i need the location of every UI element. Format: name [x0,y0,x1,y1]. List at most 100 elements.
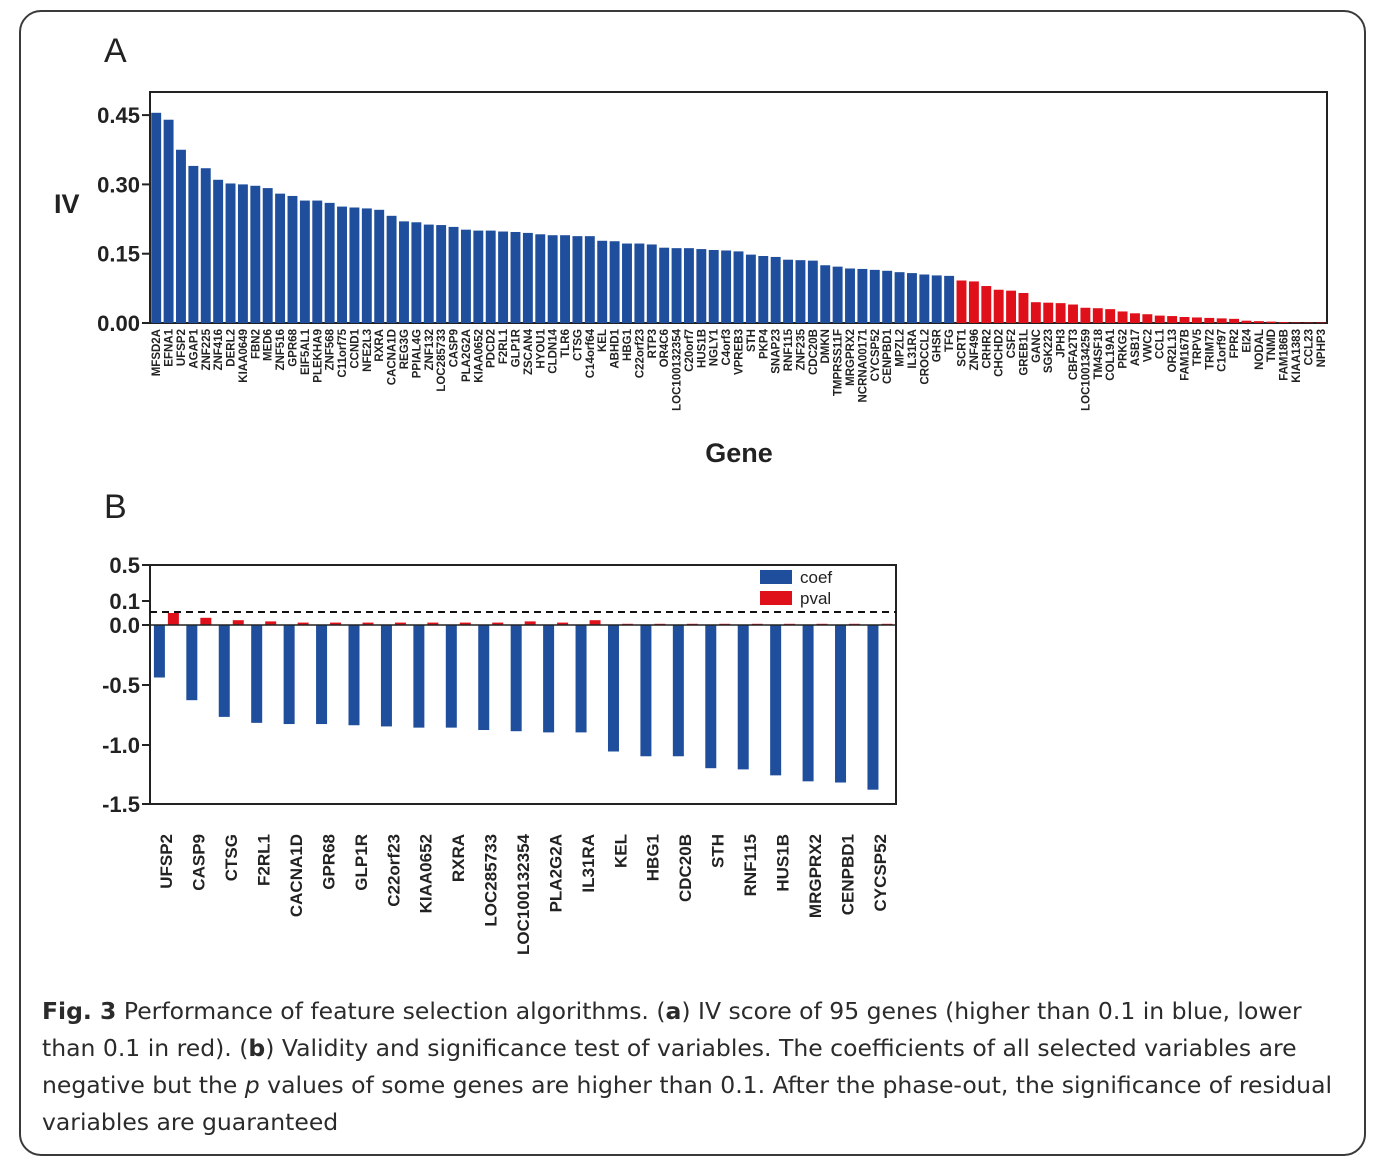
chart-a-bar [1315,322,1326,324]
chart-a-bar [832,266,843,323]
chart-a-bar [708,250,719,323]
chart-a-gene-label: NPHP3 [1316,329,1328,367]
chart-a-gene-label: OR4C6 [659,329,671,367]
chart-a-bar [287,195,298,323]
chart-a-gene-label: FBN2 [250,329,262,359]
chart-a: IV Gene 0.00 0.15 0.30 0.45 MFSD2A EFNA1 UFSP… [54,91,1328,468]
chart-a-bar [1266,321,1277,323]
chart-a-bar [1303,322,1314,324]
chart-a-gene-label: PRKG2 [1118,329,1130,369]
chart-a-bar [250,185,261,323]
chart-a-bar [696,249,707,323]
chart-a-bar [1030,302,1041,323]
chart-a-gene-label: GREB1L [1018,329,1030,376]
chart-a-bar [1142,314,1153,323]
chart-a-gene-label: REG3G [399,329,411,369]
chart-b-coef-bar [348,625,360,726]
chart-a-gene-label: KEL [597,329,609,352]
chart-a-gene-label: LOC100134259 [1080,329,1092,411]
chart-a-bar [200,168,211,323]
chart-b-ytick-label: -0.5 [102,673,140,698]
chart-b-coef-bar [867,625,879,790]
chart-a-xlabel: Gene [705,438,773,468]
chart-a-bar [1191,317,1202,323]
chart-a-bar [411,222,422,323]
chart-a-gene-label: ZNF496 [969,329,981,371]
chart-b-ytick-label: 0.0 [109,613,140,638]
chart-a-bar [1204,317,1215,323]
chart-a-gene-label: GHSR [932,328,944,362]
chart-a-gene-label: ZNF132 [424,329,436,371]
chart-a-gene-label: AGAP1 [188,328,200,368]
chart-b-coef-bar [283,625,295,725]
chart-a-gene-label: ZNF416 [213,329,225,371]
chart-a-gene-label: SCRT1 [957,328,969,366]
chart-a-gene-label: FPR2 [1229,329,1241,358]
chart-b-pval-bar [459,622,471,625]
chart-a-bar [213,179,224,323]
chart-a-gene-label: TLR6 [560,329,572,358]
chart-a-gene-label: CBFA2T3 [1068,329,1080,380]
chart-a-bar [1006,290,1017,323]
legend-pval-label: pval [800,589,831,608]
chart-a-bar [869,269,880,323]
legend-coef-label: coef [800,568,832,587]
chart-a-bar [584,236,595,323]
chart-a-bar [1291,322,1301,324]
chart-a-bar [944,275,955,323]
chart-b-pval-bar [167,613,179,625]
chart-a-bar [968,281,979,323]
chart-a-bar [683,248,694,323]
chart-a-gene-label: GPR68 [287,328,299,366]
chart-b-coef-bar [478,625,490,731]
chart-b-coef-bar [413,625,425,728]
chart-b-coef-bar [802,625,814,782]
chart-a-gene-label: EIF5AL1 [300,328,312,375]
chart-a-ylabel: IV [54,189,80,219]
chart-a-bar [956,280,967,323]
chart-a-gene-label: ASB17 [1130,329,1142,366]
panel-a-letter: A [104,32,127,70]
chart-a-gene-label: TRPV5 [1192,328,1204,366]
chart-a-gene-label: RXRA [374,329,386,362]
chart-a-bar [646,244,657,323]
chart-a-gene-label: ZSCAN4 [523,328,535,375]
chart-b-gene-label: HUS1B [773,834,792,892]
chart-a-bar [1080,307,1091,323]
chart-a-bar [894,272,905,323]
chart-b-gene-label: CTSG [222,834,241,881]
chart-a-gene-label: MFSD2A [151,329,163,376]
chart-b-pval-bar [265,621,277,625]
chart-b-gene-label: CDC20B [676,834,695,902]
chart-b-coef-bar [737,625,749,770]
chart-b-coef-bar [153,625,165,678]
chart-a-bar [1105,309,1116,323]
chart-a-bar [324,202,335,323]
chart-a-gene-label: RNF115 [783,328,795,371]
chart-a-bar [423,224,434,323]
chart-a-bar [783,259,794,323]
chart-a-bar [572,236,583,323]
chart-a-gene-label: DMKN [820,329,832,364]
chart-a-bar [1167,316,1178,323]
chart-a-bar [1055,303,1066,323]
chart-a-gene-label: ZNF225 [201,328,213,370]
chart-a-bar [733,251,744,323]
chart-a-gene-label: HUS1B [696,329,708,368]
chart-b-ytick-label: -1.5 [102,792,140,817]
chart-a-bar [745,254,756,323]
chart-a-bar [225,183,236,323]
chart-a-bar [349,207,360,323]
chart-a-gene-label: VWC2 [1142,329,1154,362]
chart-a-bar [1278,322,1289,323]
chart-a-gene-label: CASP9 [449,329,461,367]
chart-a-bar [993,289,1004,323]
chart-a-bar [758,256,769,323]
chart-a-gene-label: PLEKHA9 [312,329,324,383]
chart-b-legend: coef pval [760,568,832,608]
chart-a-gene-label: STH [746,329,758,352]
chart-a-bar [498,231,509,323]
chart-a-gene-label: C20orf7 [684,329,696,372]
chart-a-gene-label: KIAA0652 [473,329,485,383]
chart-b-pval-bar [297,622,309,625]
